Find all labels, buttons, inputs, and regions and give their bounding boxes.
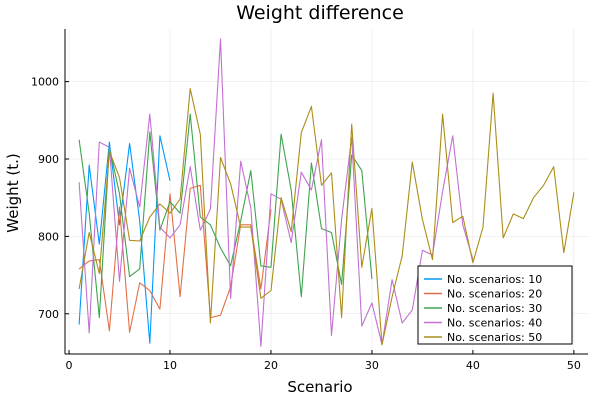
tick-labels: 0 10 20 30 40 50 700 800 900 1000 (31, 76, 581, 372)
x-tick-label: 30 (365, 359, 379, 372)
axes (64, 29, 588, 355)
x-tick-label: 10 (163, 359, 177, 372)
series-line-5 (78, 88, 575, 346)
x-tick-label: 40 (466, 359, 480, 372)
series-line-4 (78, 38, 474, 347)
series-lines (78, 38, 575, 347)
legend-label-5: No. scenarios: 50 (447, 331, 542, 344)
x-axis-label: Scenario (287, 378, 352, 396)
series-line-3 (78, 113, 373, 319)
y-tick-label: 800 (38, 230, 59, 243)
y-tick-label: 900 (38, 153, 59, 166)
chart-title: Weight difference (236, 2, 404, 24)
legend-label-1: No. scenarios: 10 (447, 273, 542, 286)
y-tick-label: 1000 (31, 76, 59, 89)
x-tick-label: 0 (66, 359, 73, 372)
x-tick-label: 20 (264, 359, 278, 372)
series-line-1 (78, 135, 171, 344)
series-line-2 (78, 184, 272, 333)
legend-label-4: No. scenarios: 40 (447, 317, 542, 330)
y-tick-label: 700 (38, 308, 59, 321)
legend-label-3: No. scenarios: 30 (447, 302, 542, 315)
y-axis-label: Weight (t.) (4, 153, 22, 232)
x-tick-label: 50 (567, 359, 581, 372)
legend-box (417, 265, 573, 345)
legend-label-2: No. scenarios: 20 (447, 288, 542, 301)
